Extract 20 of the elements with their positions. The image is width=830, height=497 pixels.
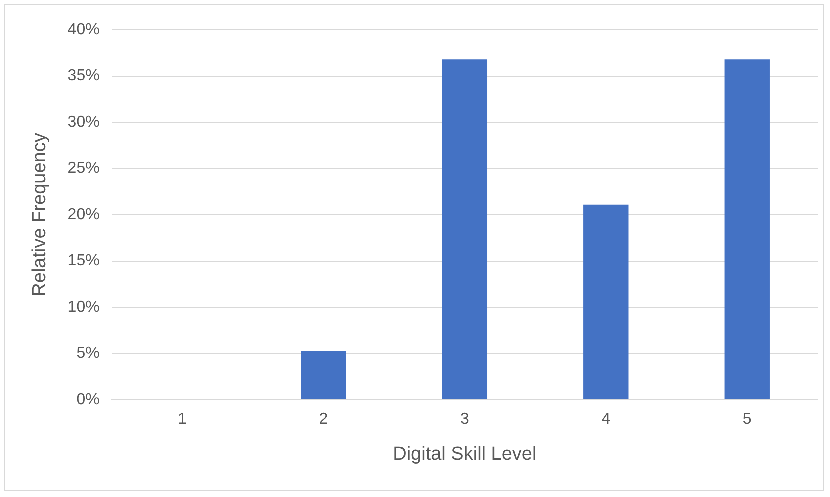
y-tick-label: 25% [68,160,100,178]
y-tick-label: 40% [68,21,100,38]
bar [584,204,629,400]
y-tick-label: 5% [76,345,100,362]
bar [442,60,488,400]
y-tick-label: 35% [68,68,100,85]
x-axis-title: Digital Skill Level [393,444,537,465]
x-tick-label: 2 [319,411,328,428]
x-tick-label: 3 [460,411,470,428]
bar [301,350,346,400]
x-tick-label: 1 [178,411,187,428]
y-tick-label: 20% [68,206,100,224]
x-tick-label: 5 [742,411,752,428]
y-tick-label: 0% [76,391,100,408]
y-axis-title: Relative Frequency [30,132,51,297]
x-tick-label: 4 [602,411,611,428]
bar [724,60,770,400]
y-tick-label: 15% [68,252,100,270]
y-tick-label: 30% [68,114,100,131]
y-tick-label: 10% [68,298,100,316]
